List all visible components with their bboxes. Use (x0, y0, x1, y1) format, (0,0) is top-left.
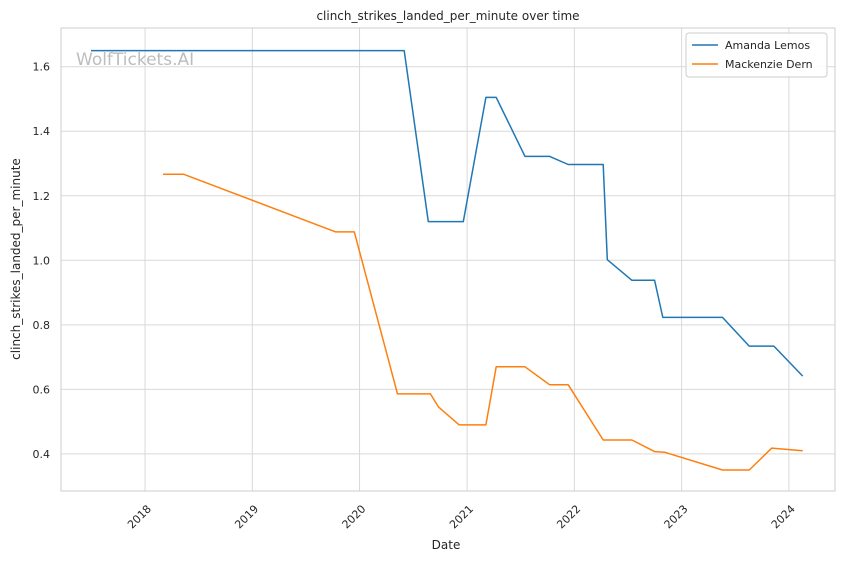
series-lines (91, 49, 804, 471)
grid (61, 28, 835, 491)
y-tick-label: 1.2 (33, 190, 51, 203)
plot-area (61, 28, 835, 491)
y-tick-label: 1.0 (33, 254, 51, 267)
chart-title: clinch_strikes_landed_per_minute over ti… (316, 9, 579, 23)
legend-label-mackenzie-dern: Mackenzie Dern (725, 58, 813, 71)
y-tick-label: 0.8 (33, 319, 51, 332)
legend: Amanda Lemos Mackenzie Dern (685, 32, 828, 78)
legend-box (685, 32, 828, 78)
watermark: WolfTickets.AI (76, 50, 194, 70)
y-tick-label: 1.4 (33, 125, 51, 138)
plot-frame (60, 27, 836, 492)
series-line-amanda-lemos (91, 49, 804, 377)
y-tick-label: 0.6 (33, 383, 51, 396)
y-axis-label: clinch_strikes_landed_per_minute (9, 158, 23, 360)
y-tick-label: 0.4 (33, 448, 51, 461)
y-tick-label: 1.6 (33, 61, 51, 74)
series-line-mackenzie-dern (163, 173, 803, 471)
x-axis-label: Date (432, 538, 461, 552)
y-axis-ticks: 0.4 0.6 0.8 1.0 1.2 1.4 1.6 (33, 61, 51, 461)
legend-label-amanda-lemos: Amanda Lemos (725, 39, 810, 52)
